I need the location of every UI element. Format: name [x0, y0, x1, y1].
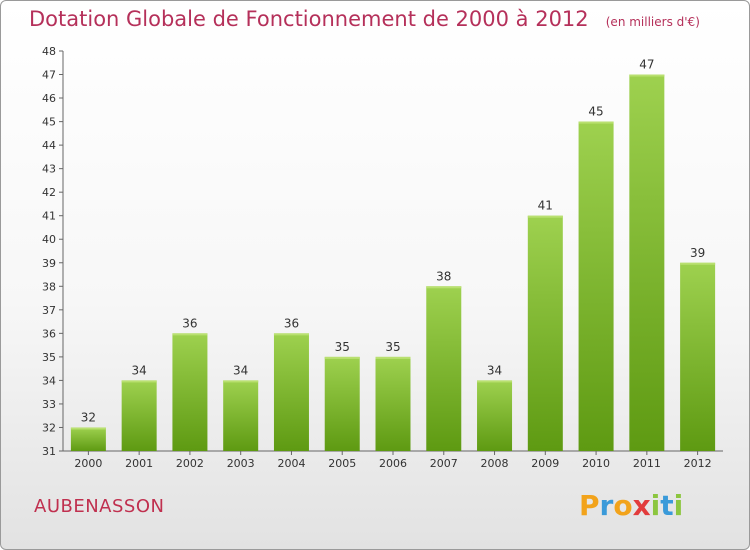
- y-tick-label: 38: [42, 280, 56, 293]
- chart-unit: (en milliers d'€): [605, 15, 700, 29]
- bar-2001: [121, 380, 157, 451]
- bar-2003: [223, 380, 259, 451]
- bar-2012: [680, 262, 716, 451]
- y-tick-label: 47: [42, 69, 56, 82]
- x-tick-label: 2006: [379, 457, 407, 470]
- data-label-2009: 41: [538, 199, 553, 213]
- x-tick-label: 2007: [430, 457, 458, 470]
- brand-letter: r: [599, 489, 614, 522]
- bar-2006: [375, 356, 411, 451]
- y-tick-label: 39: [42, 257, 56, 270]
- brand-letter: x: [632, 489, 651, 522]
- bar-2008: [477, 380, 513, 451]
- bar-highlight-2009: [527, 215, 563, 218]
- y-tick-label: 45: [42, 116, 56, 129]
- data-label-2008: 34: [487, 363, 502, 377]
- x-tick-label: 2010: [582, 457, 610, 470]
- data-label-2004: 36: [284, 316, 299, 330]
- y-tick-label: 37: [42, 304, 56, 317]
- bar-highlight-2002: [172, 333, 208, 336]
- data-label-2002: 36: [182, 316, 197, 330]
- bar-highlight-2012: [680, 262, 716, 265]
- bar-highlight-2004: [273, 333, 309, 336]
- y-tick-label: 41: [42, 210, 56, 223]
- y-tick-label: 42: [42, 186, 56, 199]
- y-tick-label: 43: [42, 163, 56, 176]
- y-tick-label: 48: [42, 45, 56, 58]
- x-tick-label: 2002: [176, 457, 204, 470]
- data-label-2001: 34: [132, 363, 147, 377]
- bar-2011: [629, 74, 665, 451]
- data-label-2012: 39: [690, 246, 705, 260]
- x-tick-label: 2011: [633, 457, 661, 470]
- x-tick-label: 2008: [481, 457, 509, 470]
- bar-highlight-2003: [223, 380, 259, 383]
- x-tick-label: 2012: [684, 457, 712, 470]
- brand-letter: t: [660, 489, 674, 522]
- bar-layer: [70, 74, 716, 452]
- y-tick-label: 44: [42, 139, 56, 152]
- brand-letter: i: [673, 489, 684, 522]
- data-label-2000: 32: [81, 410, 96, 424]
- y-tick-label: 34: [42, 374, 56, 387]
- x-tick-label: 2005: [328, 457, 356, 470]
- x-tick-label: 2003: [227, 457, 255, 470]
- bar-2007: [426, 286, 462, 451]
- y-tick-label: 35: [42, 351, 56, 364]
- axis-layer: 31 32 33 34 35 36 37 38 39 40 41 42 43 44 45 46 47 48: [42, 45, 723, 458]
- bar-2000: [70, 427, 106, 451]
- x-tick-label: 2004: [277, 457, 305, 470]
- bar-highlight-2008: [477, 380, 513, 383]
- brand-logo: Proxiti: [579, 489, 683, 522]
- data-label-2005: 35: [335, 340, 350, 354]
- y-tick-label: 31: [42, 445, 56, 458]
- bar-highlight-2005: [324, 356, 360, 359]
- y-tick-label: 40: [42, 233, 56, 246]
- brand-letter: o: [613, 489, 633, 522]
- data-label-2003: 34: [233, 363, 248, 377]
- x-tick-label: 2009: [531, 457, 559, 470]
- x-tick-label: 2001: [125, 457, 153, 470]
- bar-2010: [578, 121, 614, 452]
- y-tick-label: 46: [42, 92, 56, 105]
- y-tick-label: 36: [42, 327, 56, 340]
- bar-2004: [273, 333, 309, 451]
- bar-2002: [172, 333, 208, 451]
- bar-highlight-2001: [121, 380, 157, 383]
- bar-2009: [527, 215, 563, 451]
- commune-name: AUBENASSON: [34, 496, 165, 517]
- x-tick-label: 2000: [74, 457, 102, 470]
- y-tick-label: 33: [42, 398, 56, 411]
- data-label-2006: 35: [385, 340, 400, 354]
- title-row: Dotation Globale de Fonctionnement de 20…: [29, 7, 700, 31]
- bar-highlight-2007: [426, 286, 462, 289]
- bar-highlight-2011: [629, 74, 665, 77]
- bar-highlight-2000: [70, 427, 106, 430]
- bar-2005: [324, 356, 360, 451]
- chart-title: Dotation Globale de Fonctionnement de 20…: [29, 7, 589, 31]
- brand-letter: P: [579, 489, 600, 522]
- bar-highlight-2010: [578, 121, 614, 124]
- bar-highlight-2006: [375, 356, 411, 359]
- data-label-2010: 45: [588, 105, 603, 119]
- data-label-2007: 38: [436, 269, 451, 283]
- data-label-2011: 47: [639, 58, 654, 72]
- label-layer: 2000 32 2001 34 2002 36 2003 34 2004 36 2005 35 2006…: [74, 58, 711, 470]
- y-tick-label: 32: [42, 421, 56, 434]
- brand-letter: i: [650, 489, 661, 522]
